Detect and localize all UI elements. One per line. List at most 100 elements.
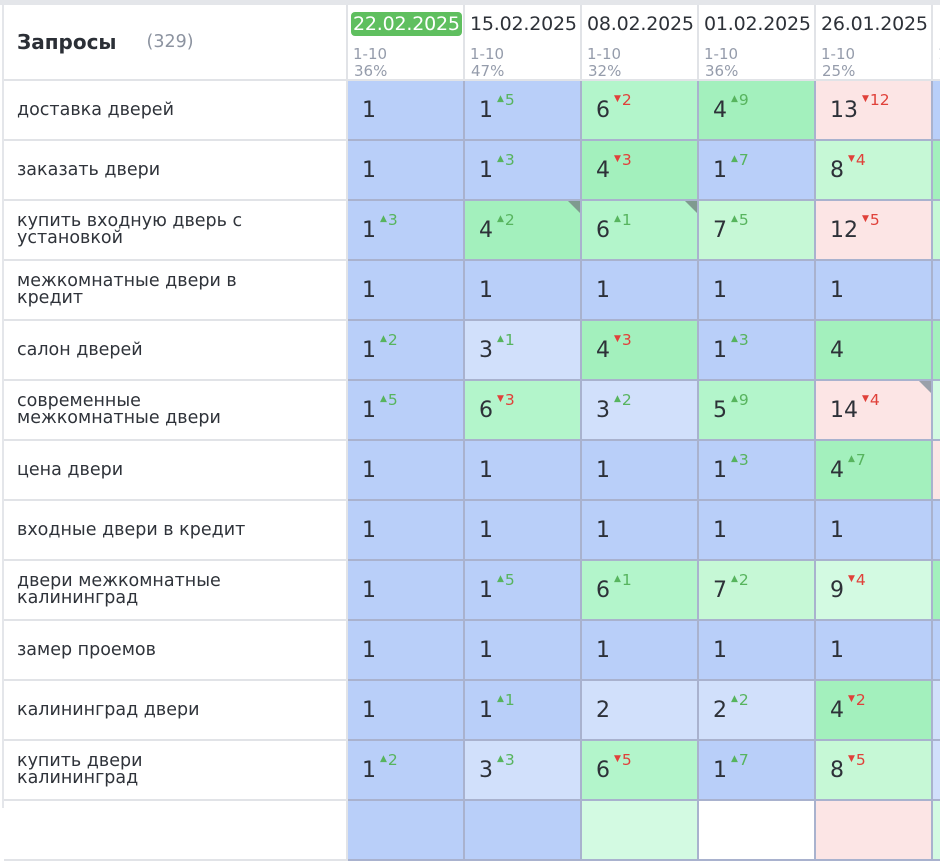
position-cell[interactable]: 8 ▼5: [816, 741, 933, 801]
date-column-header[interactable]: 15.02.2025 1-10 47%: [465, 5, 582, 81]
query-cell[interactable]: двери межкомнатные калининград: [4, 561, 348, 621]
position-cell[interactable]: 1 ▲7: [699, 141, 816, 201]
query-cell[interactable]: доставка дверей: [4, 81, 348, 141]
note-corner-icon[interactable]: [685, 201, 697, 213]
position-cell[interactable]: 1: [348, 141, 465, 201]
position-cell[interactable]: 4 ▲7: [816, 441, 933, 501]
query-cell[interactable]: входные двери в кредит: [4, 501, 348, 561]
column-date[interactable]: 26.01.2025: [821, 13, 928, 35]
query-cell[interactable]: купить двери калининград: [4, 741, 348, 801]
position-cell[interactable]: 7 ▲5: [699, 201, 816, 261]
position-cell[interactable]: 5 ▲9: [699, 381, 816, 441]
column-date[interactable]: 01.02.2025: [704, 13, 811, 35]
position-cell[interactable]: 6 ▼2: [582, 81, 699, 141]
position-cell[interactable]: 1: [582, 621, 699, 681]
position-cell[interactable]: 1: [582, 261, 699, 321]
position-cell[interactable]: 4 ▼2: [816, 681, 933, 741]
position-cell[interactable]: 1: [816, 501, 933, 561]
note-corner-icon[interactable]: [568, 201, 580, 213]
position-cell[interactable]: 1: [348, 621, 465, 681]
position-cell[interactable]: [699, 801, 816, 861]
position-cell[interactable]: 4: [816, 321, 933, 381]
position-cell[interactable]: [816, 801, 933, 861]
position-cell[interactable]: 1 ▲3: [348, 201, 465, 261]
queries-header[interactable]: Запросы (329): [4, 5, 348, 81]
column-date[interactable]: 08.02.2025: [587, 13, 694, 35]
query-cell[interactable]: современные межкомнатные двери: [4, 381, 348, 441]
position-cell[interactable]: 6 ▲1: [582, 561, 699, 621]
position-cell[interactable]: 4 ▲2: [465, 201, 582, 261]
position-cell[interactable]: 1: [465, 261, 582, 321]
position-cell[interactable]: 1 ▲2: [348, 741, 465, 801]
position-cell[interactable]: 13 ▼12: [816, 81, 933, 141]
position-cell[interactable]: 2: [582, 681, 699, 741]
query-cell[interactable]: межкомнатные двери в кредит: [4, 261, 348, 321]
position-cell[interactable]: 9 ▼4: [816, 561, 933, 621]
query-cell[interactable]: салон дверей: [4, 321, 348, 381]
position-cell[interactable]: 3 ▲3: [465, 741, 582, 801]
position-cell[interactable]: [933, 681, 940, 741]
position-cell[interactable]: [933, 381, 940, 441]
position-cell[interactable]: 1 ▲3: [699, 321, 816, 381]
position-cell[interactable]: 1: [348, 261, 465, 321]
position-cell[interactable]: 4 ▼3: [582, 321, 699, 381]
position-cell[interactable]: 1 ▲3: [465, 141, 582, 201]
position-cell[interactable]: 1: [582, 501, 699, 561]
query-cell[interactable]: замер проемов: [4, 621, 348, 681]
position-cell[interactable]: [933, 801, 940, 861]
position-cell[interactable]: [933, 261, 940, 321]
position-cell[interactable]: 1: [348, 561, 465, 621]
position-cell[interactable]: 1: [465, 621, 582, 681]
position-cell[interactable]: 1: [348, 501, 465, 561]
date-column-header[interactable]: 01.02.2025 1-10 36%: [699, 5, 816, 81]
position-cell[interactable]: 1: [348, 681, 465, 741]
position-cell[interactable]: [933, 561, 940, 621]
position-cell[interactable]: [933, 201, 940, 261]
position-cell[interactable]: 1: [465, 501, 582, 561]
date-column-header[interactable]: 22.02.2025 1-10 36%: [348, 5, 465, 81]
position-cell[interactable]: 7 ▲2: [699, 561, 816, 621]
position-cell[interactable]: [933, 321, 940, 381]
position-cell[interactable]: [933, 741, 940, 801]
position-cell[interactable]: 12 ▼5: [816, 201, 933, 261]
position-cell[interactable]: 1 ▲2: [348, 321, 465, 381]
date-column-header[interactable]: 08.02.2025 1-10 32%: [582, 5, 699, 81]
position-cell[interactable]: 1 ▲5: [465, 81, 582, 141]
position-cell[interactable]: [465, 801, 582, 861]
position-cell[interactable]: [933, 621, 940, 681]
position-cell[interactable]: [348, 801, 465, 861]
column-date[interactable]: 22.02.2025: [351, 12, 462, 36]
position-cell[interactable]: [933, 501, 940, 561]
position-cell[interactable]: 2 ▲2: [699, 681, 816, 741]
position-cell[interactable]: 1 ▲1: [465, 681, 582, 741]
position-cell[interactable]: 1: [582, 441, 699, 501]
position-cell[interactable]: 14 ▼4: [816, 381, 933, 441]
position-cell[interactable]: [582, 801, 699, 861]
position-cell[interactable]: 4 ▼3: [582, 141, 699, 201]
position-cell[interactable]: [933, 141, 940, 201]
position-cell[interactable]: 6 ▼5: [582, 741, 699, 801]
position-cell[interactable]: 1: [699, 501, 816, 561]
column-date[interactable]: 15.02.2025: [470, 13, 577, 35]
position-cell[interactable]: 6 ▼3: [465, 381, 582, 441]
position-cell[interactable]: 1: [348, 441, 465, 501]
position-cell[interactable]: 1: [348, 81, 465, 141]
position-cell[interactable]: 1 ▲5: [348, 381, 465, 441]
position-cell[interactable]: 4 ▲9: [699, 81, 816, 141]
position-cell[interactable]: 1: [816, 261, 933, 321]
position-cell[interactable]: 8 ▼4: [816, 141, 933, 201]
note-corner-icon[interactable]: [919, 381, 931, 393]
position-cell[interactable]: 6 ▲1: [582, 201, 699, 261]
position-cell[interactable]: 1: [465, 441, 582, 501]
position-cell[interactable]: [933, 441, 940, 501]
query-cell[interactable]: заказать двери: [4, 141, 348, 201]
position-cell[interactable]: 3 ▲1: [465, 321, 582, 381]
position-cell[interactable]: 1: [699, 261, 816, 321]
query-cell[interactable]: цена двери: [4, 441, 348, 501]
position-cell[interactable]: 1 ▲3: [699, 441, 816, 501]
date-column-header[interactable]: 1: [933, 5, 940, 81]
query-cell[interactable]: [4, 801, 348, 861]
column-date[interactable]: [936, 12, 940, 14]
query-cell[interactable]: калининград двери: [4, 681, 348, 741]
query-cell[interactable]: купить входную дверь с установкой: [4, 201, 348, 261]
